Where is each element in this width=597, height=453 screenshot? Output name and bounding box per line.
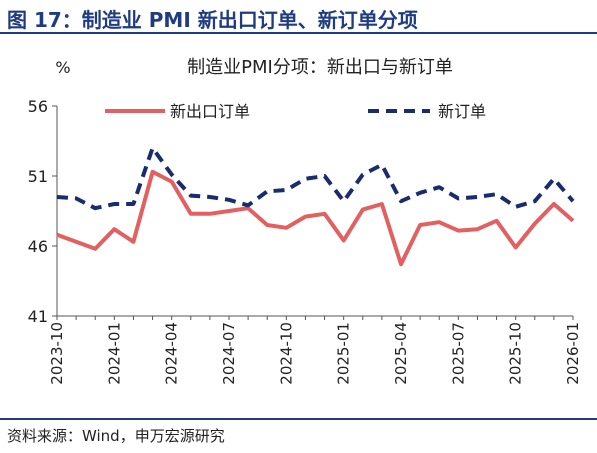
x-tick-label: 2025-01 xyxy=(335,322,353,385)
axes: 41 46 51 56 2023-10 2024-01 2024-04 2024-07 2024… xyxy=(28,97,582,385)
x-tick-label: 2023-10 xyxy=(48,322,66,385)
chart-title: 制造业PMI分项：新出口与新订单 xyxy=(187,57,453,78)
legend-label: 新订单 xyxy=(438,102,486,121)
source-divider xyxy=(0,418,597,420)
x-tick-label: 2024-01 xyxy=(105,322,123,385)
x-tick-label: 2025-10 xyxy=(507,322,525,385)
series-line-new-orders xyxy=(56,146,575,211)
y-tick-label: 46 xyxy=(28,237,48,256)
legend: 新出口订单 新订单 xyxy=(105,102,486,121)
line-chart: 制造业PMI分项：新出口与新订单 % 新出口订单 新订单 41 46 51 56 2023… xyxy=(28,57,582,385)
legend-label: 新出口订单 xyxy=(170,102,250,121)
x-tick-label: 2025-04 xyxy=(392,322,410,385)
y-tick-label: 41 xyxy=(28,307,48,326)
y-tick-label: 51 xyxy=(28,167,48,186)
source-note: 资料来源：Wind，申万宏源研究 xyxy=(7,427,225,445)
series-layer xyxy=(56,146,575,267)
figure-title: 图 17：制造业 PMI 新出口订单、新订单分项 xyxy=(7,8,418,32)
title-divider xyxy=(0,32,597,34)
y-tick-label: 56 xyxy=(28,97,48,116)
x-tick-label: 2025-07 xyxy=(449,322,467,385)
x-tick-label: 2024-04 xyxy=(163,322,181,385)
x-tick-label: 2024-10 xyxy=(277,322,295,385)
x-tick-label: 2024-07 xyxy=(220,322,238,385)
series-line-new-export-orders xyxy=(56,169,575,267)
x-tick-label: 2026-01 xyxy=(564,322,582,385)
y-axis-unit: % xyxy=(55,58,70,77)
